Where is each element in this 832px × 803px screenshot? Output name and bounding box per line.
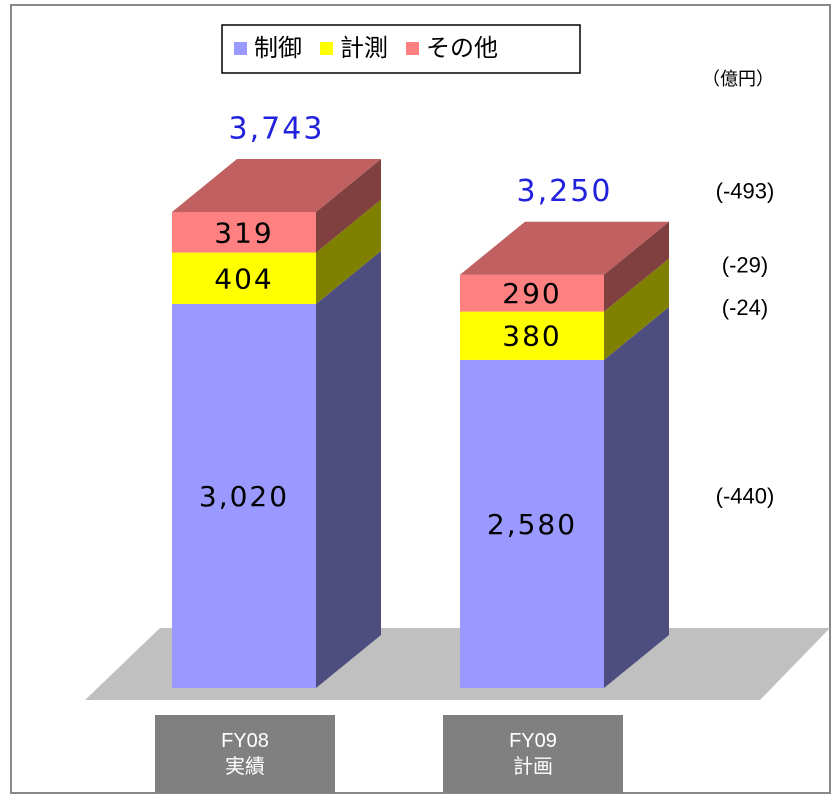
change-label: (-29) [722, 252, 768, 277]
total-label: 3,250 [517, 174, 613, 209]
change-total-label: (-493) [716, 179, 775, 204]
value-label: 3,020 [199, 480, 289, 513]
bar-side [604, 306, 669, 688]
bar-side [604, 221, 669, 312]
value-label: 404 [214, 262, 273, 295]
bar-front [172, 252, 316, 304]
category-label: FY09 計画 [443, 715, 623, 793]
bar-side [316, 199, 381, 304]
total-label: 3,743 [229, 112, 325, 147]
bar-side [316, 250, 381, 688]
value-label: 319 [214, 216, 273, 249]
legend-swatch [406, 42, 419, 55]
value-label: 380 [502, 320, 561, 353]
legend-swatch [234, 42, 247, 55]
legend-swatch [320, 42, 333, 55]
bar-top [172, 159, 381, 212]
value-label: 290 [502, 277, 561, 310]
legend-box [221, 24, 581, 74]
bar-front [172, 212, 316, 253]
bar-side [316, 159, 381, 253]
bar-front [460, 274, 604, 312]
value-label: 2,580 [487, 508, 577, 541]
change-label: (-440) [716, 483, 775, 508]
bar-front [460, 311, 604, 360]
bar-top [460, 221, 669, 275]
bar-front [460, 359, 604, 688]
legend-label: 制御 [254, 34, 302, 62]
unit-label: （億円） [702, 69, 774, 89]
change-label: (-24) [722, 295, 768, 320]
bar-front [172, 303, 316, 688]
category-label: FY08 実績 [155, 715, 335, 793]
bar-side [604, 258, 669, 360]
legend-label: 計測 [340, 34, 388, 62]
legend-label: その他 [426, 34, 498, 62]
